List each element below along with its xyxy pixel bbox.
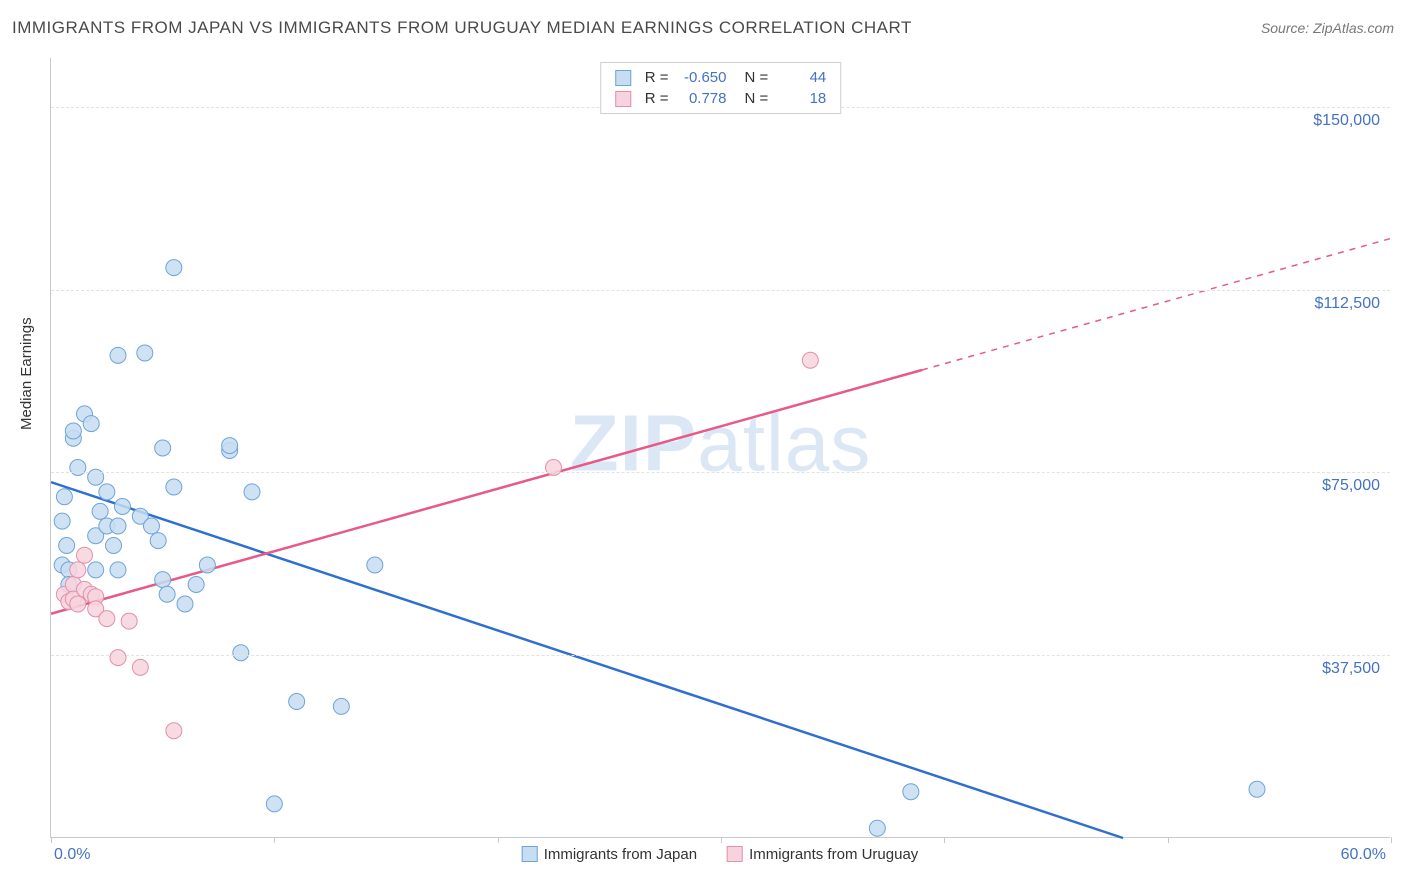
plot-area: ZIPatlas R =-0.650N =44R =0.778N =18 $37… [50, 58, 1390, 838]
legend-row-japan: R =-0.650N =44 [615, 67, 827, 88]
data-point-japan [56, 489, 72, 505]
y-tick-label: $37,500 [1322, 660, 1380, 678]
x-axis-max: 60.0% [1341, 846, 1386, 864]
data-point-japan [869, 820, 885, 836]
data-point-japan [188, 577, 204, 593]
data-point-japan [155, 572, 171, 588]
data-point-japan [333, 698, 349, 714]
data-point-japan [199, 557, 215, 573]
data-point-japan [59, 538, 75, 554]
data-point-japan [54, 513, 70, 529]
data-point-uruguay [166, 723, 182, 739]
x-tick [274, 837, 275, 843]
data-point-japan [150, 533, 166, 549]
data-point-japan [177, 596, 193, 612]
data-point-uruguay [99, 611, 115, 627]
data-point-japan [233, 645, 249, 661]
x-tick [944, 837, 945, 843]
data-point-uruguay [802, 352, 818, 368]
data-point-uruguay [70, 562, 86, 578]
gridline [51, 472, 1390, 473]
x-tick [1168, 837, 1169, 843]
data-point-japan [289, 694, 305, 710]
y-tick-label: $150,000 [1313, 112, 1380, 130]
data-point-japan [114, 499, 130, 515]
gridline [51, 655, 1390, 656]
x-tick [498, 837, 499, 843]
legend-swatch-uruguay [615, 91, 631, 107]
data-point-uruguay [77, 547, 93, 563]
data-point-japan [88, 562, 104, 578]
data-point-japan [83, 416, 99, 432]
y-tick-label: $75,000 [1322, 477, 1380, 495]
legend-label-japan: Immigrants from Japan [544, 846, 697, 863]
data-point-uruguay [132, 659, 148, 675]
data-point-japan [99, 484, 115, 500]
trend-line-uruguay [51, 370, 922, 614]
series-legend: Immigrants from Japan Immigrants from Uru… [522, 846, 919, 863]
data-point-japan [166, 260, 182, 276]
legend-swatch-japan [522, 846, 538, 862]
legend-row-uruguay: R =0.778N =18 [615, 88, 827, 109]
source-attribution: Source: ZipAtlas.com [1261, 20, 1394, 36]
data-point-japan [159, 586, 175, 602]
scatter-plot-svg [51, 58, 1390, 837]
data-point-japan [1249, 781, 1265, 797]
data-point-uruguay [110, 650, 126, 666]
data-point-japan [137, 345, 153, 361]
x-axis-labels: 0.0% 60.0% Immigrants from JapanImmigran… [50, 846, 1390, 876]
data-point-japan [222, 438, 238, 454]
legend-swatch-uruguay [727, 846, 743, 862]
x-axis-min: 0.0% [54, 846, 90, 864]
trend-line-japan [51, 482, 1123, 838]
gridline [51, 290, 1390, 291]
correlation-legend: R =-0.650N =44R =0.778N =18 [600, 62, 842, 114]
data-point-japan [266, 796, 282, 812]
legend-swatch-japan [615, 70, 631, 86]
data-point-japan [110, 562, 126, 578]
y-tick-label: $112,500 [1314, 295, 1380, 313]
chart-title: IMMIGRANTS FROM JAPAN VS IMMIGRANTS FROM… [12, 18, 912, 38]
data-point-japan [110, 347, 126, 363]
data-point-uruguay [121, 613, 137, 629]
y-axis-label: Median Earnings [18, 317, 35, 430]
x-tick [51, 837, 52, 843]
legend-item-japan: Immigrants from Japan [522, 846, 697, 863]
data-point-japan [903, 784, 919, 800]
legend-label-uruguay: Immigrants from Uruguay [749, 846, 918, 863]
data-point-japan [92, 503, 108, 519]
data-point-japan [166, 479, 182, 495]
data-point-japan [106, 538, 122, 554]
x-tick [721, 837, 722, 843]
data-point-japan [144, 518, 160, 534]
data-point-japan [155, 440, 171, 456]
x-tick [1391, 837, 1392, 843]
data-point-uruguay [70, 596, 86, 612]
legend-item-uruguay: Immigrants from Uruguay [727, 846, 918, 863]
data-point-japan [244, 484, 260, 500]
data-point-japan [65, 423, 81, 439]
data-point-japan [110, 518, 126, 534]
data-point-japan [367, 557, 383, 573]
